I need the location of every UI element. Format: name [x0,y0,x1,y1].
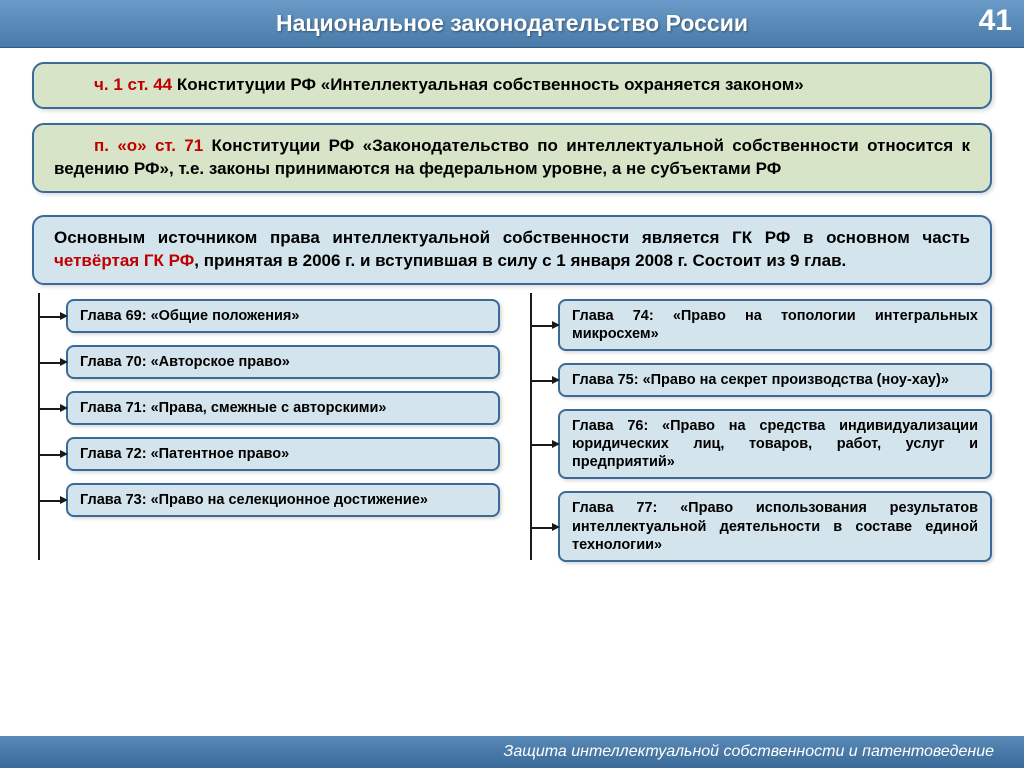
constitution-art44-box: ч. 1 ст. 44 Конституции РФ «Интеллектуал… [32,62,992,109]
chapter-box: Глава 77: «Право использования результат… [558,491,992,561]
chapter-item: Глава 75: «Право на секрет производства … [558,363,992,397]
chapter-box: Глава 71: «Права, смежные с авторскими» [66,391,500,425]
chapter-item: Глава 72: «Патентное право» [66,437,500,471]
civil-code-part1: Основным источником права интеллектуальн… [54,228,970,247]
art71-ref: п. «о» ст. 71 [94,136,203,155]
art44-ref: ч. 1 ст. 44 [94,75,172,94]
chapters-right-column: Глава 74: «Право на топологии интегральн… [524,299,992,574]
chapter-box: Глава 72: «Патентное право» [66,437,500,471]
chapter-box: Глава 75: «Право на секрет производства … [558,363,992,397]
header-bar: Национальное законодательство России 41 [0,0,1024,48]
chapter-item: Глава 77: «Право использования результат… [558,491,992,561]
civil-code-part2: , принятая в 2006 г. и вступившая в силу… [194,251,846,270]
left-stem-line [38,293,40,560]
constitution-art71-box: п. «о» ст. 71 Конституции РФ «Законодате… [32,123,992,193]
chapter-item: Глава 73: «Право на селекционное достиже… [66,483,500,517]
art44-text: Конституции РФ «Интеллектуальная собстве… [172,75,804,94]
chapter-item: Глава 69: «Общие положения» [66,299,500,333]
chapters-container: Глава 69: «Общие положения» Глава 70: «А… [32,299,992,574]
content-area: ч. 1 ст. 44 Конституции РФ «Интеллектуал… [0,48,1024,574]
civil-code-red: четвёртая ГК РФ [54,251,194,270]
chapter-box: Глава 73: «Право на селекционное достиже… [66,483,500,517]
chapter-item: Глава 76: «Право на средства индивидуали… [558,409,992,479]
chapter-item: Глава 71: «Права, смежные с авторскими» [66,391,500,425]
civil-code-source-box: Основным источником права интеллектуальн… [32,215,992,285]
chapter-box: Глава 76: «Право на средства индивидуали… [558,409,992,479]
chapter-box: Глава 70: «Авторское право» [66,345,500,379]
chapter-box: Глава 69: «Общие положения» [66,299,500,333]
right-stem-line [530,293,532,560]
chapter-item: Глава 70: «Авторское право» [66,345,500,379]
footer-bar: Защита интеллектуальной собственности и … [0,736,1024,768]
chapter-item: Глава 74: «Право на топологии интегральн… [558,299,992,351]
page-title: Национальное законодательство России [276,10,748,37]
slide-number: 41 [979,4,1012,38]
chapter-box: Глава 74: «Право на топологии интегральн… [558,299,992,351]
chapters-left-column: Глава 69: «Общие положения» Глава 70: «А… [32,299,500,574]
footer-text: Защита интеллектуальной собственности и … [504,743,994,761]
